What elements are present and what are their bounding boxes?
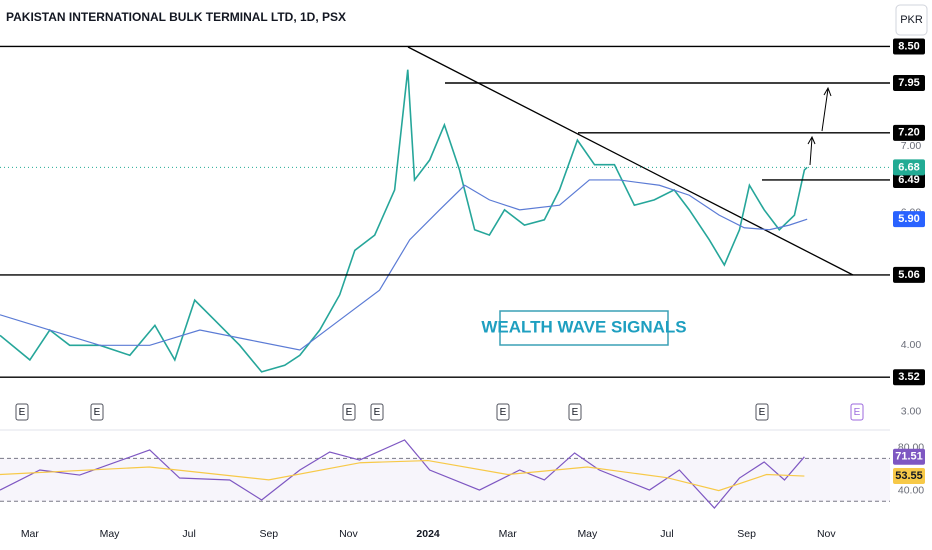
price-label: 7.20 bbox=[898, 127, 919, 139]
price-label: 71.51 bbox=[895, 451, 923, 463]
y-tick-label: 3.00 bbox=[901, 406, 922, 418]
x-tick-label: Jul bbox=[182, 528, 195, 540]
chart-title: PAKISTAN INTERNATIONAL BULK TERMINAL LTD… bbox=[6, 10, 346, 24]
x-tick-label: 2024 bbox=[416, 528, 440, 540]
x-tick-label: May bbox=[100, 528, 121, 540]
price-label-box bbox=[893, 369, 925, 386]
currency-box[interactable] bbox=[895, 4, 928, 36]
x-tick-label: Sep bbox=[259, 528, 278, 540]
price-label-box bbox=[893, 159, 925, 176]
price-label: 7.95 bbox=[898, 77, 919, 89]
earnings-marker: E bbox=[94, 407, 101, 418]
x-tick-label: Sep bbox=[737, 528, 756, 540]
price-label: 6.68 bbox=[898, 161, 919, 173]
price-label: 5.90 bbox=[898, 213, 919, 225]
earnings-box bbox=[370, 403, 384, 421]
x-tick-label: Mar bbox=[499, 528, 518, 540]
arrow bbox=[821, 86, 832, 132]
earnings-marker: E bbox=[374, 407, 381, 418]
earnings-box bbox=[496, 403, 510, 421]
earnings-box bbox=[755, 403, 769, 421]
x-tick-label: Nov bbox=[339, 528, 358, 540]
earnings-marker: E bbox=[572, 407, 579, 418]
rsi-band-fill bbox=[0, 458, 890, 502]
earnings-box bbox=[850, 403, 864, 421]
y-tick-label: 7.00 bbox=[901, 140, 922, 152]
annotation: WEALTH WAVE SIGNALS bbox=[481, 317, 686, 336]
price-label-box bbox=[893, 124, 925, 141]
price-label-box bbox=[893, 38, 925, 55]
price-label-box bbox=[893, 266, 925, 283]
price-label-box bbox=[893, 75, 925, 92]
price-label: 8.50 bbox=[898, 40, 919, 52]
earnings-box bbox=[568, 403, 582, 421]
annotation-box bbox=[499, 310, 669, 346]
x-tick-label: Jul bbox=[660, 528, 673, 540]
earnings-box bbox=[90, 403, 104, 421]
y-tick-label: 40.00 bbox=[898, 484, 924, 496]
series-line bbox=[0, 179, 808, 351]
series-line bbox=[0, 439, 805, 509]
earnings-marker: E bbox=[759, 407, 766, 418]
earnings-box bbox=[15, 403, 29, 421]
price-label: 3.52 bbox=[898, 371, 919, 383]
earnings-marker: E bbox=[19, 407, 26, 418]
earnings-marker: E bbox=[500, 407, 507, 418]
earnings-marker: E bbox=[346, 407, 353, 418]
y-tick-label: 4.00 bbox=[901, 339, 922, 351]
price-label-box bbox=[893, 171, 925, 188]
price-label-box bbox=[893, 468, 925, 485]
trend-line bbox=[407, 46, 854, 276]
price-label: 5.06 bbox=[898, 269, 919, 281]
earnings-marker: E bbox=[854, 407, 861, 418]
earnings-box bbox=[342, 403, 356, 421]
x-tick-label: May bbox=[577, 528, 598, 540]
arrow bbox=[807, 135, 816, 166]
price-label-box bbox=[893, 448, 925, 465]
price-label-box bbox=[893, 211, 925, 228]
series-line bbox=[0, 69, 808, 373]
series-line bbox=[0, 459, 805, 492]
x-tick-label: Mar bbox=[21, 528, 40, 540]
x-tick-label: Nov bbox=[817, 528, 836, 540]
currency: PKR bbox=[900, 14, 923, 26]
price-label: 6.49 bbox=[898, 174, 919, 186]
price-label: 53.55 bbox=[895, 470, 923, 482]
